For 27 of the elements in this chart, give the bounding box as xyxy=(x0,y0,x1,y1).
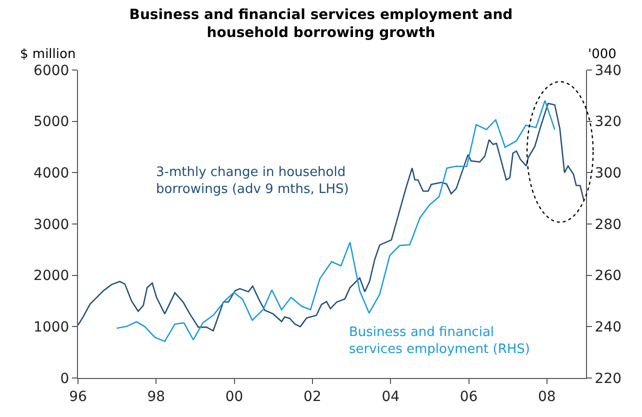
y2-tick-label: 280 xyxy=(594,216,622,233)
y-tick-label: 6000 xyxy=(34,62,70,79)
line-series xyxy=(116,100,556,342)
y-tick-label: 3000 xyxy=(34,216,70,233)
x-tick-label: 06 xyxy=(460,388,478,405)
x-tick-label: 96 xyxy=(69,388,87,405)
y-tick-label: 2000 xyxy=(34,268,70,284)
x-tick-label: 02 xyxy=(304,388,322,405)
chart-title: Business and financial services employment and household borrowing growth xyxy=(129,6,513,41)
y-tick-label: 5000 xyxy=(34,114,70,130)
y2-axis-title: '000 xyxy=(588,47,616,62)
y-tick-label: 0 xyxy=(60,370,70,387)
y-tick-label: 4000 xyxy=(34,166,70,182)
y-axis-title: $ million xyxy=(20,47,76,62)
y-tick-label: 1000 xyxy=(34,320,70,336)
y2-tick-label: 240 xyxy=(594,320,622,336)
y2-tick-label: 320 xyxy=(594,114,622,130)
x-tick-label: 04 xyxy=(382,388,400,405)
x-tick-label: 98 xyxy=(147,388,166,405)
x-tick-label: 08 xyxy=(538,388,556,405)
y2-tick-label: 300 xyxy=(594,166,622,182)
series-label: Business and financial services employment (RHS) xyxy=(349,325,530,357)
y2-tick-label: 220 xyxy=(594,370,622,387)
text: 3-mthly change in household borrowings (adv 9 mths, LHS) xyxy=(156,165,349,197)
y2-tick-label: 340 xyxy=(594,62,622,79)
x-tick-label: 00 xyxy=(225,388,244,405)
y2-tick-label: 260 xyxy=(594,268,622,284)
